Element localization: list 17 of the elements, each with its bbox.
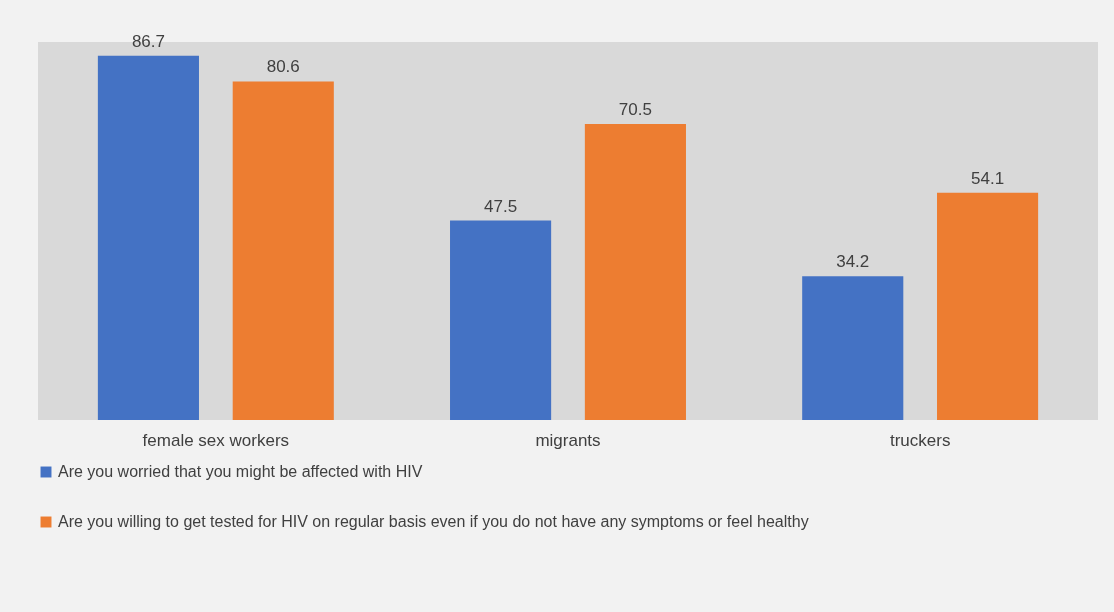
x-tick-label: migrants <box>535 430 601 450</box>
data-label: 80.6 <box>266 57 300 77</box>
x-tick-label: truckers <box>889 430 951 450</box>
legend-label: Are you worried that you might be affected with HIV <box>58 463 423 480</box>
legend-label: Are you willing to get tested for HIV on regular basis even if you do not have any symptoms or feel healthy <box>58 513 809 530</box>
bar <box>450 220 552 420</box>
bar <box>97 55 199 420</box>
data-label: 34.2 <box>836 252 870 272</box>
bar <box>232 81 334 420</box>
data-label: 86.7 <box>131 31 165 51</box>
bar <box>937 192 1039 420</box>
data-label: 47.5 <box>484 196 518 216</box>
x-tick-label: female sex workers <box>142 430 290 450</box>
data-label: 70.5 <box>618 99 652 119</box>
data-label: 54.1 <box>971 168 1005 188</box>
bar <box>584 123 686 420</box>
bar <box>802 276 904 420</box>
